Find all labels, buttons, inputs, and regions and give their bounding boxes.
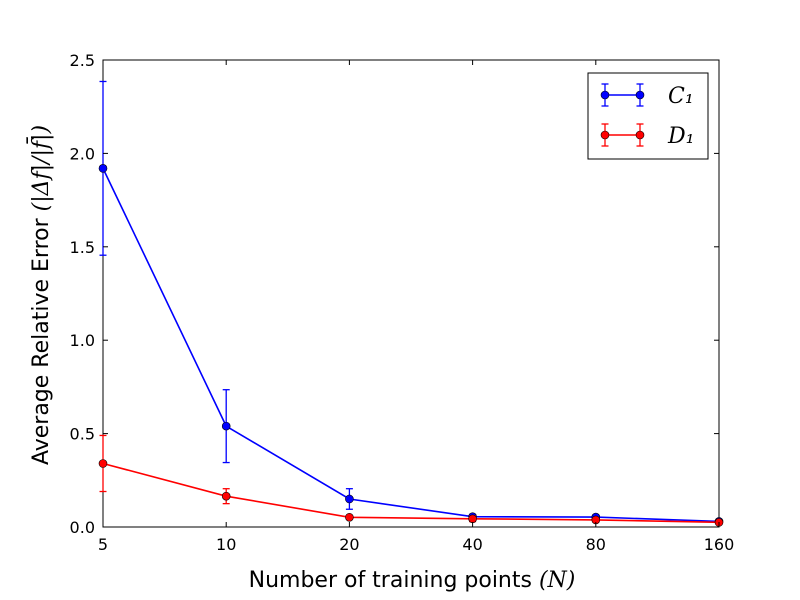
legend-entry: D₁ <box>600 123 694 149</box>
ticks-layer: 5 10 20 40 80 160 0.0 0.5 1.0 1.5 2.0 2.5 <box>70 51 735 554</box>
plot-frame <box>102 59 720 528</box>
x-tick-label: 160 <box>704 535 735 554</box>
data-point <box>98 459 108 468</box>
x-tick-label: 10 <box>216 535 236 554</box>
x-tick-label: 80 <box>586 535 606 554</box>
x-axis-label: Number of training points (N) <box>249 568 576 593</box>
x-tick-label: 5 <box>98 535 108 554</box>
data-point <box>468 514 477 524</box>
data-point <box>221 421 231 431</box>
legend-marker <box>600 130 610 140</box>
data-point <box>345 494 354 504</box>
legend-label: D₁ <box>667 124 694 149</box>
x-axis-label-math: (N) <box>539 568 575 593</box>
y-tick-label: 0.5 <box>70 425 95 444</box>
legend: C₁ D₁ <box>587 72 709 160</box>
y-tick-label: 2.0 <box>70 144 95 163</box>
x-tick-label: 20 <box>339 535 359 554</box>
data-point <box>221 491 231 501</box>
y-axis-label-math: (|Δf|/|f̄|) <box>26 125 54 211</box>
plot-area <box>102 59 720 528</box>
series-layer <box>98 80 724 527</box>
legend-entry: C₁ <box>600 83 694 109</box>
y-tick-label: 0.0 <box>70 518 95 537</box>
legend-box <box>587 72 709 160</box>
y-tick-label: 2.5 <box>70 51 95 70</box>
data-point <box>345 512 354 522</box>
y-tick-label: 1.0 <box>70 331 95 350</box>
y-axis-label-text: Average Relative Error <box>29 211 54 465</box>
series-line <box>102 167 720 523</box>
legend-marker <box>600 90 610 100</box>
series-2 <box>98 434 724 527</box>
x-tick-label: 40 <box>462 535 482 554</box>
y-axis-label: Average Relative Error (|Δf|/|f̄|) <box>26 125 54 465</box>
legend-label: C₁ <box>668 84 694 109</box>
legend-marker <box>635 90 645 100</box>
legend-marker <box>635 130 645 140</box>
data-point <box>98 164 108 173</box>
series-line <box>102 462 720 524</box>
x-axis-label-text: Number of training points <box>249 568 539 593</box>
y-tick-label: 1.5 <box>70 238 95 257</box>
